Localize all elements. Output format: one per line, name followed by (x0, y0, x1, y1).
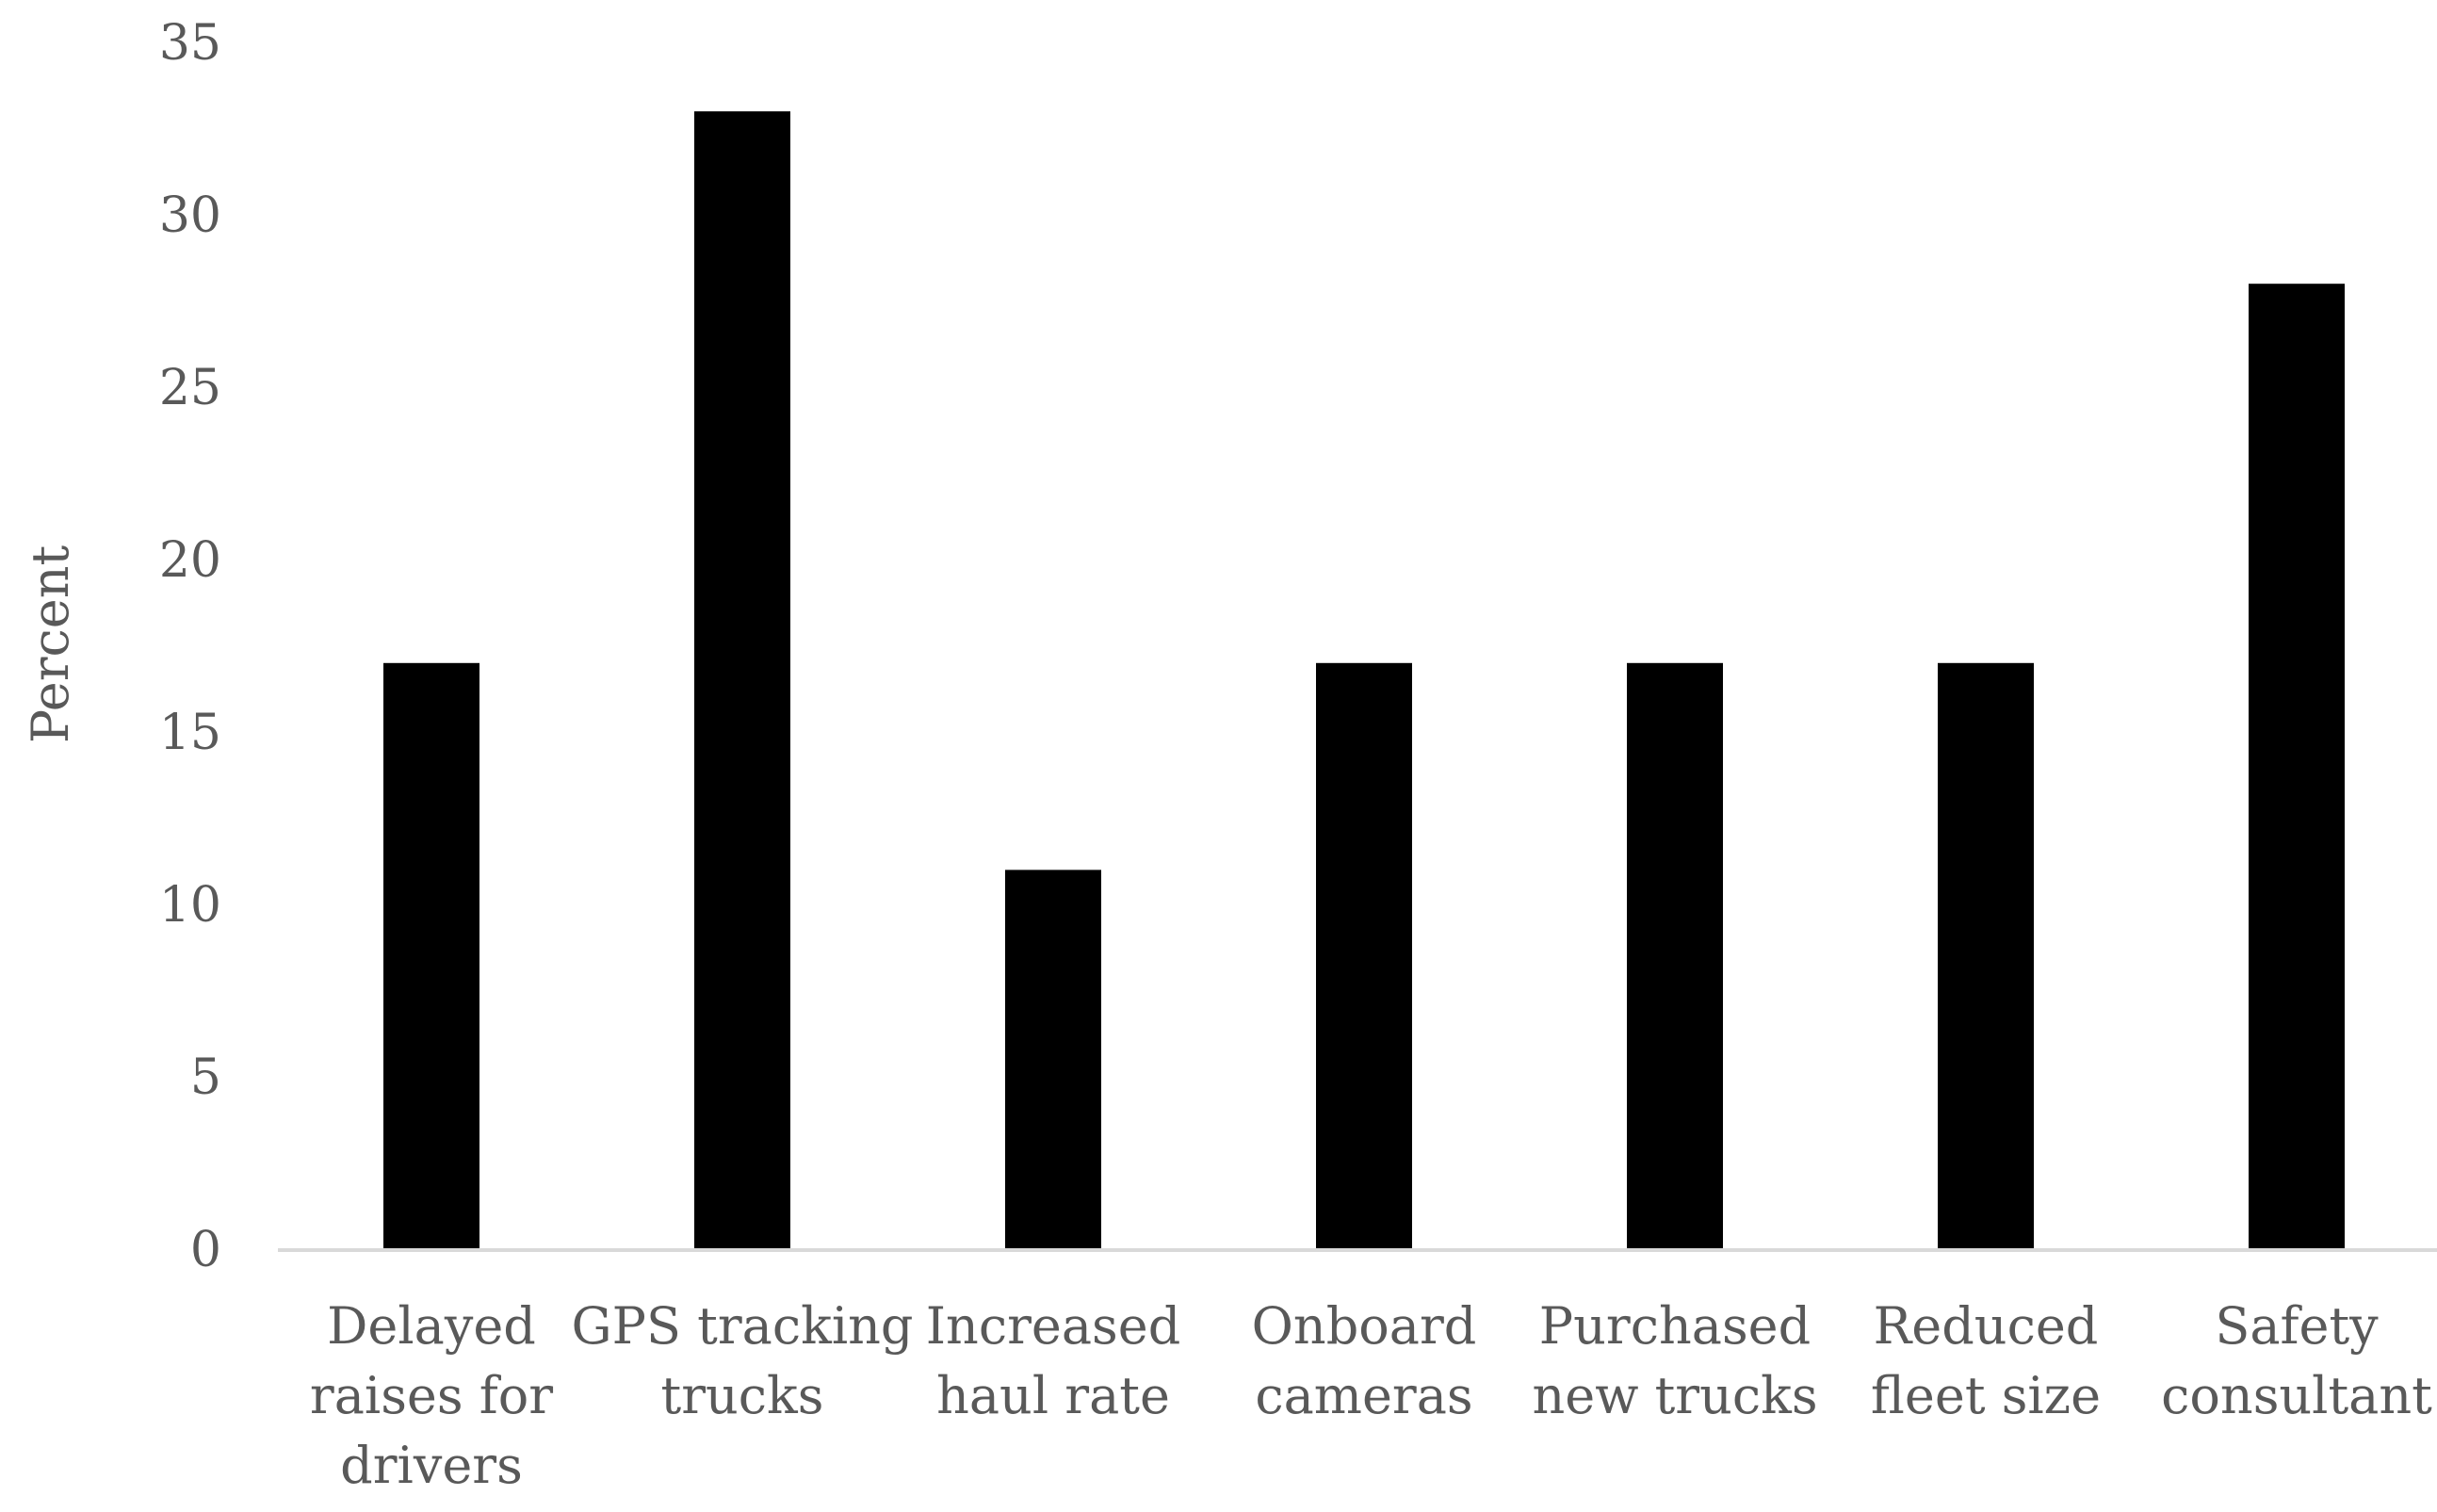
x-category-label-line: Increased (926, 1296, 1181, 1356)
y-tick-label: 15 (159, 705, 221, 761)
bar (2249, 284, 2345, 1250)
bar (383, 662, 479, 1249)
bar (1005, 870, 1101, 1249)
x-category-label-line: Onboard (1252, 1296, 1477, 1356)
x-category-label: Purchased new trucks (1532, 1296, 1817, 1425)
y-tick-label: 10 (159, 877, 221, 934)
x-category-label-line: cameras (1255, 1366, 1472, 1425)
x-category-label-line: Purchased (1539, 1296, 1811, 1356)
x-category-label-line: Reduced (1874, 1296, 2099, 1356)
y-tick-label: 0 (190, 1222, 221, 1278)
x-category-label: Safety consultant (2161, 1296, 2432, 1425)
x-category-label-line: Delayed (327, 1296, 536, 1356)
y-tick-label: 5 (190, 1049, 221, 1106)
x-category-label-line: raises for (310, 1366, 553, 1425)
bar (1938, 662, 2034, 1249)
bar (1316, 662, 1412, 1249)
x-category-label-line: new trucks (1532, 1366, 1817, 1425)
y-tick-label: 35 (159, 15, 221, 72)
x-axis-categories: Delayed raises for drivers GPS tracking truc… (310, 1296, 2432, 1495)
y-axis-label: Percent (21, 545, 80, 744)
x-category-label: Reduced fleet size (1871, 1296, 2101, 1425)
x-category-label-line: consultant (2161, 1366, 2432, 1425)
bars-group (383, 111, 2345, 1250)
y-tick-label: 25 (159, 360, 221, 416)
y-tick-label: 30 (159, 187, 221, 244)
x-category-label-line: GPS tracking (572, 1296, 914, 1356)
x-category-label: GPS tracking trucks (572, 1296, 914, 1425)
x-category-label-line: fleet size (1871, 1366, 2101, 1425)
x-category-label-line: trucks (661, 1366, 824, 1425)
y-axis-ticks: 0 5 10 15 20 25 30 35 (159, 15, 221, 1278)
x-category-label: Increased haul rate (926, 1296, 1181, 1425)
x-category-label: Onboard cameras (1252, 1296, 1477, 1425)
x-category-label-line: drivers (340, 1436, 523, 1495)
bar (1627, 662, 1723, 1249)
y-tick-label: 20 (159, 532, 221, 589)
x-category-label-line: haul rate (936, 1366, 1170, 1425)
x-category-label: Delayed raises for drivers (310, 1296, 553, 1495)
x-category-label-line: Safety (2215, 1296, 2379, 1356)
bar (694, 111, 790, 1250)
